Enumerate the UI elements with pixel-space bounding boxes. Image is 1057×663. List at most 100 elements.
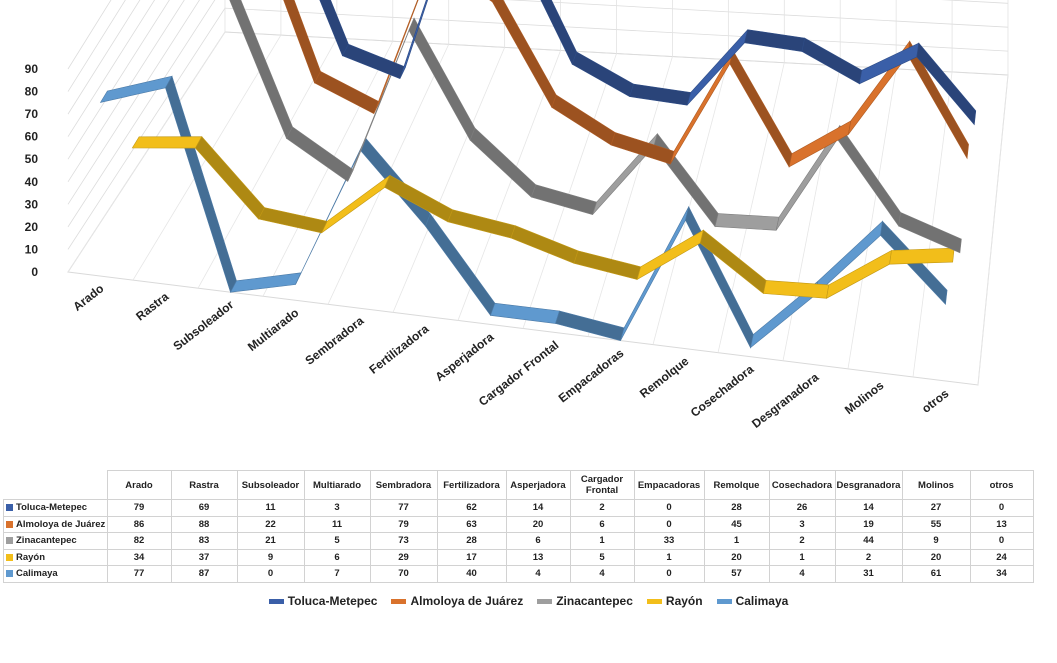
x-tick-label: Remolque [637,354,692,401]
table-cell: 87 [170,565,238,583]
data-table: Arado Rastra Subsoleador Multiarado Sembrado… [3,470,1034,583]
legend-swatch [716,599,732,605]
table-series-name: Calimaya [3,565,108,583]
line-segment [801,37,863,85]
y-tick-label: 40 [25,175,39,189]
y-tick-label: 80 [25,85,39,99]
line-segment [670,50,734,165]
floor-line [522,53,617,329]
line-segment [729,49,793,168]
legend-label: Calimaya [735,594,789,608]
line-segment [131,136,203,149]
table-cell: 9 [901,532,971,550]
line-segment [258,207,328,234]
table-cell: 6 [505,532,571,550]
x-tick-label: Empacadoras [556,346,627,406]
line-segment [314,70,380,115]
table-cell: 79 [106,499,172,517]
table-cell: 0 [633,515,705,533]
table-cell: 17 [436,548,507,566]
gridline [67,0,126,92]
table-cell: 55 [901,515,971,533]
table-cell: 14 [505,499,571,517]
line-segment [490,302,560,324]
line-segment [837,124,901,227]
x-tick-label: Subsoleador [170,297,236,353]
table-cell: 20 [703,548,770,566]
table-cell: 19 [834,515,903,533]
table-cell: 20 [505,515,571,533]
table-cell: 34 [106,548,172,566]
table-row: Calimaya 77 87 0 7 70 40 4 4 0 57 4 31 61 34 [3,565,1034,583]
legend-swatch [391,599,407,605]
line-segment [510,225,579,264]
table-header-cell: Remolque [703,470,770,500]
line-segment [286,126,354,182]
line-segment [571,51,634,98]
x-tick-label: Molinos [842,378,887,417]
table-header-cell: Cosechadora [768,470,836,500]
gridline [67,0,141,115]
gridline [67,0,1009,205]
series-color-key [6,553,13,561]
table-header-cell: Arado [106,470,172,500]
table-cell: 82 [106,532,172,550]
table-header-cell: Molinos [901,470,971,500]
table-cell: 2 [768,532,836,550]
x-tick-label: Sembradora [303,313,367,367]
table-cell: 4 [505,565,571,583]
y-tick-label: 70 [25,107,39,121]
table-cell: 4 [768,565,836,583]
legend-swatch [268,599,284,605]
table-header-cell: Cargador Frontal [569,470,635,500]
y-tick-label: 50 [25,152,39,166]
gridline [67,0,170,160]
table-cell: 13 [969,515,1034,533]
legend-swatch [537,599,553,605]
table-row: Almoloya de Juárez 86 88 22 11 79 63 20 6 0 45 3 19 5… [3,515,1034,533]
legend-item: Almoloya de Juárez [391,594,523,608]
table-series-name: Zinacantepec [3,532,108,550]
table-header-cell: Sembradora [369,470,438,500]
table-header-row: Arado Rastra Subsoleador Multiarado Sembrado… [3,470,1034,500]
gridline [67,0,185,183]
table-cell: 40 [436,565,507,583]
series-color-key [6,537,13,545]
line-segment [714,213,780,231]
table-header-cell: Empacadoras [633,470,705,500]
table-cell: 88 [170,515,238,533]
series-calimaya [99,75,948,349]
table-cell: 86 [106,515,172,533]
line-segment [165,75,237,293]
floor-line [587,56,673,337]
table-cell: 7 [303,565,371,583]
table-cell: 14 [834,499,903,517]
table-cell: 22 [236,515,305,533]
table-series-name: Almoloya de Juárez [3,515,108,533]
table-cell: 24 [969,548,1034,566]
line-segment [229,0,293,140]
table-cell: 0 [969,532,1034,550]
table-row: Zinacantepec 82 83 21 5 73 28 6 1 33 1 2 44 9 0 [3,532,1034,550]
table-cell: 0 [633,565,705,583]
floor-line [262,41,394,297]
table-cell: 6 [303,548,371,566]
table-cell: 20 [901,548,971,566]
floor-line [717,62,785,353]
floor-line [912,71,953,377]
table-cell: 83 [170,532,238,550]
series-color-key [6,570,13,578]
series-ribbons [99,0,977,349]
series-zinacantepec [229,0,962,254]
series-ray-n [131,136,955,299]
table-cell: 77 [369,499,438,517]
table-header-cell: otros [969,470,1034,500]
line-segment [489,0,494,3]
table-body: Toluca-Metepec 79 69 11 3 77 62 14 2 0 28 26 14 27 0 Al… [3,499,1034,583]
y-tick-label: 90 [25,62,39,76]
table-cell: 5 [569,548,635,566]
gridline [67,0,1009,228]
table-cell: 5 [303,532,371,550]
table-cell: 29 [369,548,438,566]
series-name-text: Zinacantepec [16,535,77,547]
